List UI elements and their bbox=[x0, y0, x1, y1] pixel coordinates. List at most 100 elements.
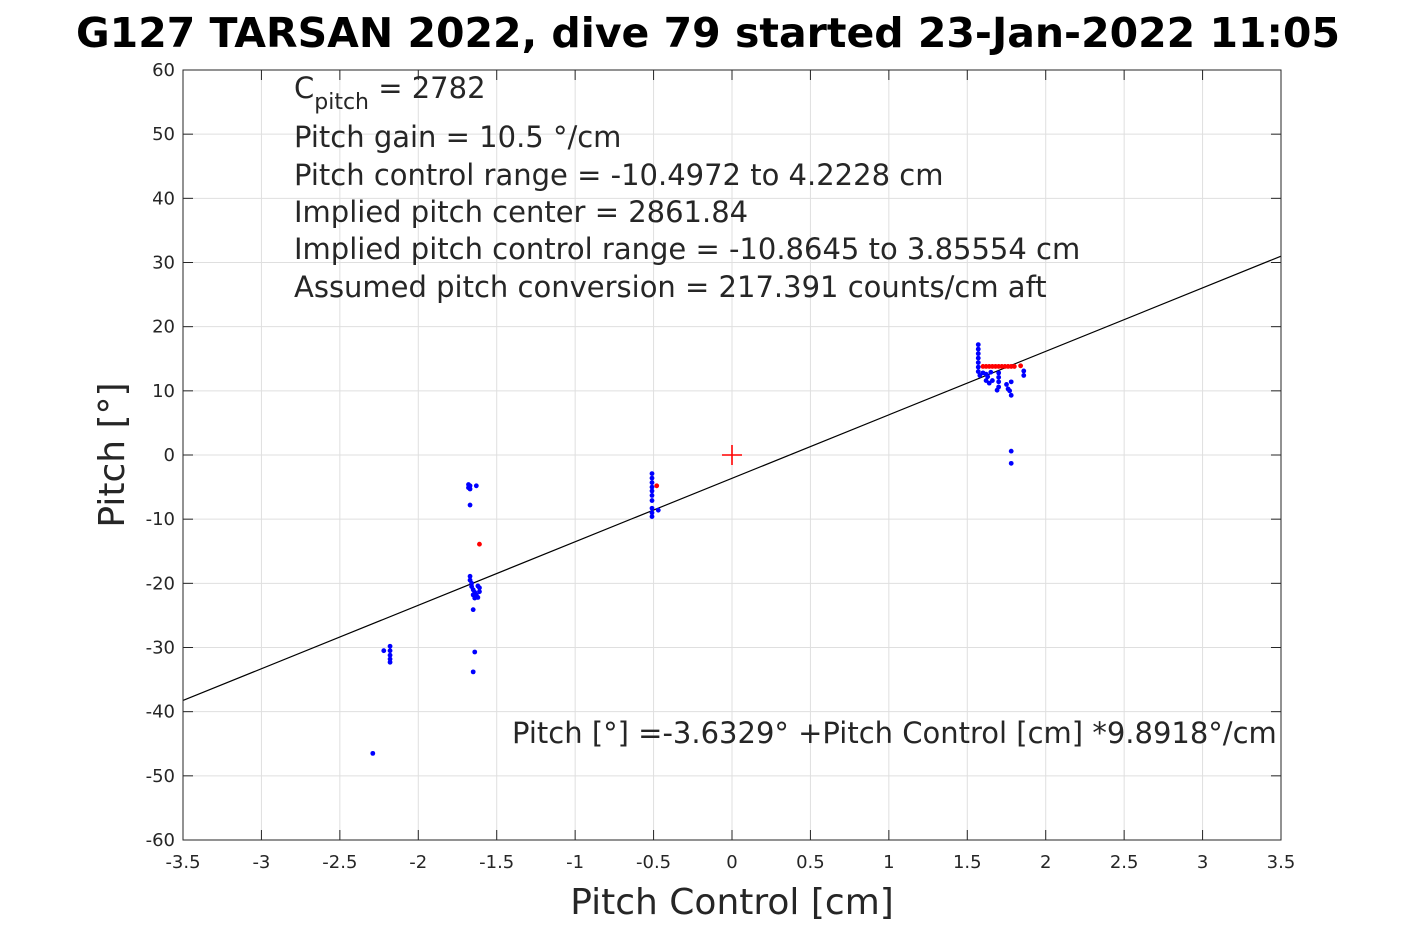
data-point-blue bbox=[975, 351, 981, 357]
chart-title: G127 TARSAN 2022, dive 79 started 23-Jan… bbox=[76, 9, 1340, 57]
data-point-blue bbox=[996, 374, 1002, 380]
fit-equation-label: Pitch [°] =-3.6329° +Pitch Control [cm] … bbox=[512, 716, 1277, 750]
data-point-blue bbox=[387, 659, 393, 665]
y-tick-label: -60 bbox=[146, 830, 175, 851]
x-tick-label: -1 bbox=[566, 852, 584, 873]
data-point-blue bbox=[985, 374, 991, 380]
data-point-blue bbox=[387, 652, 393, 658]
x-tick-label: -3.5 bbox=[165, 852, 200, 873]
fit-line bbox=[182, 255, 1282, 702]
y-tick-label: -10 bbox=[146, 509, 175, 530]
data-point-blue bbox=[996, 370, 1002, 376]
data-point-blue bbox=[470, 669, 476, 675]
data-point-blue bbox=[470, 607, 476, 613]
data-point-red bbox=[1018, 363, 1024, 369]
data-point-blue bbox=[649, 480, 655, 485]
data-point-red bbox=[477, 541, 482, 547]
data-points bbox=[370, 342, 1027, 756]
data-point-blue bbox=[988, 369, 994, 375]
x-tick-label: 1.5 bbox=[953, 852, 982, 873]
data-point-blue bbox=[649, 498, 655, 503]
data-point-blue bbox=[994, 387, 1000, 393]
data-point-blue bbox=[975, 355, 981, 361]
y-tick-label: 0 bbox=[164, 445, 175, 466]
data-point-red bbox=[654, 483, 660, 489]
data-point-blue bbox=[467, 502, 473, 508]
y-tick-label: 10 bbox=[152, 381, 175, 402]
x-axis-label: Pitch Control [cm] bbox=[570, 882, 894, 923]
x-tick-label: 0 bbox=[726, 852, 737, 873]
data-point-blue bbox=[649, 514, 655, 519]
y-tick-label: 40 bbox=[152, 188, 175, 209]
data-point-blue bbox=[1008, 379, 1014, 385]
c-pitch-subscript: pitch bbox=[314, 90, 369, 115]
x-tick-label: -2.5 bbox=[322, 852, 357, 873]
c-pitch-symbol: C bbox=[294, 71, 314, 105]
data-point-blue bbox=[649, 488, 655, 494]
data-point-blue bbox=[475, 583, 481, 589]
pitch-conversion-annotation: Assumed pitch conversion = 217.391 count… bbox=[294, 270, 1047, 304]
x-tick-label: 3.5 bbox=[1267, 852, 1296, 873]
x-tick-label: 2.5 bbox=[1110, 852, 1139, 873]
data-point-blue bbox=[649, 510, 655, 516]
data-point-blue bbox=[655, 507, 661, 513]
data-point-blue bbox=[381, 648, 387, 654]
data-point-blue bbox=[387, 648, 393, 654]
data-point-blue bbox=[467, 573, 473, 579]
x-tick-label: 1 bbox=[883, 852, 894, 873]
data-point-blue bbox=[649, 484, 655, 490]
axis-ticks: -3.5 -3 -2.5 -2 -1.5 -1 -0.5 0 0.5 1 1.5 2 2.5 3 3.5 -6… bbox=[146, 60, 1296, 873]
annotation-block: Cpitch = 2782 Pitch gain = 10.5 °/cm Pit… bbox=[294, 71, 1080, 304]
y-tick-label: 20 bbox=[152, 317, 175, 338]
fit-line-group bbox=[182, 255, 1282, 702]
data-point-blue bbox=[996, 379, 1002, 385]
x-tick-label: -2 bbox=[409, 852, 427, 873]
grid-lines bbox=[182, 69, 1282, 841]
data-point-blue bbox=[989, 378, 995, 383]
data-point-blue bbox=[472, 595, 478, 601]
pitch-control-range-annotation: Pitch control range = -10.4972 to 4.2228… bbox=[294, 158, 943, 192]
data-point-blue bbox=[975, 369, 981, 374]
data-point-blue bbox=[1021, 368, 1027, 374]
data-point-blue bbox=[975, 342, 981, 348]
y-tick-label: -40 bbox=[146, 702, 175, 723]
data-point-blue bbox=[975, 360, 981, 365]
data-point-blue bbox=[975, 364, 981, 370]
data-point-blue bbox=[1021, 373, 1027, 378]
x-tick-label: -3 bbox=[252, 852, 270, 873]
pitch-gain-annotation: Pitch gain = 10.5 °/cm bbox=[294, 120, 621, 154]
x-tick-label: -0.5 bbox=[636, 852, 671, 873]
data-point-blue bbox=[370, 750, 376, 756]
implied-pitch-center-annotation: Implied pitch center = 2861.84 bbox=[294, 195, 748, 229]
data-point-blue bbox=[649, 471, 655, 477]
data-point-blue bbox=[1007, 388, 1013, 394]
data-point-blue bbox=[649, 493, 655, 498]
data-point-blue bbox=[1008, 460, 1014, 466]
data-point-blue bbox=[649, 505, 655, 511]
implied-pitch-range-annotation: Implied pitch control range = -10.8645 t… bbox=[294, 232, 1080, 266]
data-point-blue bbox=[473, 483, 479, 489]
data-point-blue bbox=[1008, 392, 1014, 398]
center-marker-group bbox=[722, 445, 742, 465]
c-pitch-annotation: Cpitch = 2782 bbox=[294, 71, 486, 115]
y-tick-label: -50 bbox=[146, 766, 175, 787]
y-tick-label: 30 bbox=[152, 253, 175, 274]
data-point-blue bbox=[477, 589, 482, 595]
c-pitch-value: = 2782 bbox=[369, 71, 486, 105]
x-tick-label: 0.5 bbox=[796, 852, 825, 873]
data-point-blue bbox=[975, 346, 981, 352]
data-point-blue bbox=[387, 643, 393, 649]
x-tick-label: -1.5 bbox=[479, 852, 514, 873]
data-point-blue bbox=[649, 475, 655, 481]
data-point-blue bbox=[467, 486, 473, 492]
x-tick-label: 3 bbox=[1197, 852, 1208, 873]
y-tick-label: -20 bbox=[146, 573, 175, 594]
data-point-blue bbox=[1008, 448, 1014, 454]
data-point-blue bbox=[1004, 382, 1009, 387]
data-point-blue bbox=[472, 649, 478, 655]
y-axis-label: Pitch [°] bbox=[92, 382, 133, 527]
y-tick-label: 50 bbox=[152, 124, 175, 145]
x-tick-label: 2 bbox=[1040, 852, 1051, 873]
